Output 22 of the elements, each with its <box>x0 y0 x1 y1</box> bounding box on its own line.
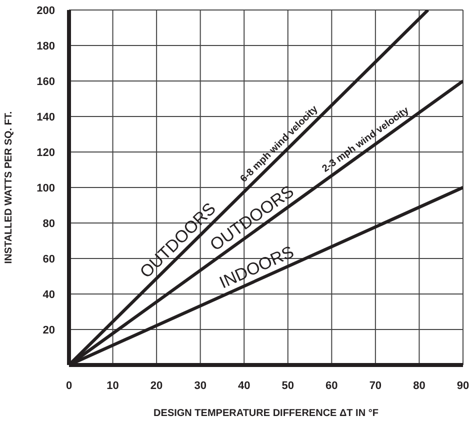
y-tick-label: 20 <box>42 324 55 336</box>
x-tick-label: 0 <box>66 380 72 392</box>
y-tick-label: 180 <box>36 40 55 52</box>
x-tick-label: 80 <box>413 380 426 392</box>
y-tick-label: 160 <box>36 76 55 88</box>
x-tick-label: 50 <box>282 380 294 392</box>
y-tick-label: 140 <box>36 111 55 124</box>
y-axis-title: INSTALLED WATTS PER SQ. FT. <box>4 111 15 264</box>
x-axis-title: DESIGN TEMPERATURE DIFFERENCE ΔT IN °F <box>154 408 378 420</box>
y-tick-label: 100 <box>36 182 55 194</box>
y-tick-label: 80 <box>42 218 55 230</box>
x-tick-label: 60 <box>326 380 338 392</box>
x-tick-label: 10 <box>106 380 119 392</box>
x-tick-label: 20 <box>150 380 163 392</box>
x-tick-label: 90 <box>456 380 470 392</box>
y-tick-label: 120 <box>36 146 55 159</box>
x-tick-label: 70 <box>369 380 382 392</box>
x-tick-label: 30 <box>194 380 206 392</box>
y-tick-label: 40 <box>42 288 55 301</box>
y-tick-label: 200 <box>36 4 55 17</box>
y-tick-label: 60 <box>42 253 55 266</box>
x-tick-label: 40 <box>238 380 250 392</box>
